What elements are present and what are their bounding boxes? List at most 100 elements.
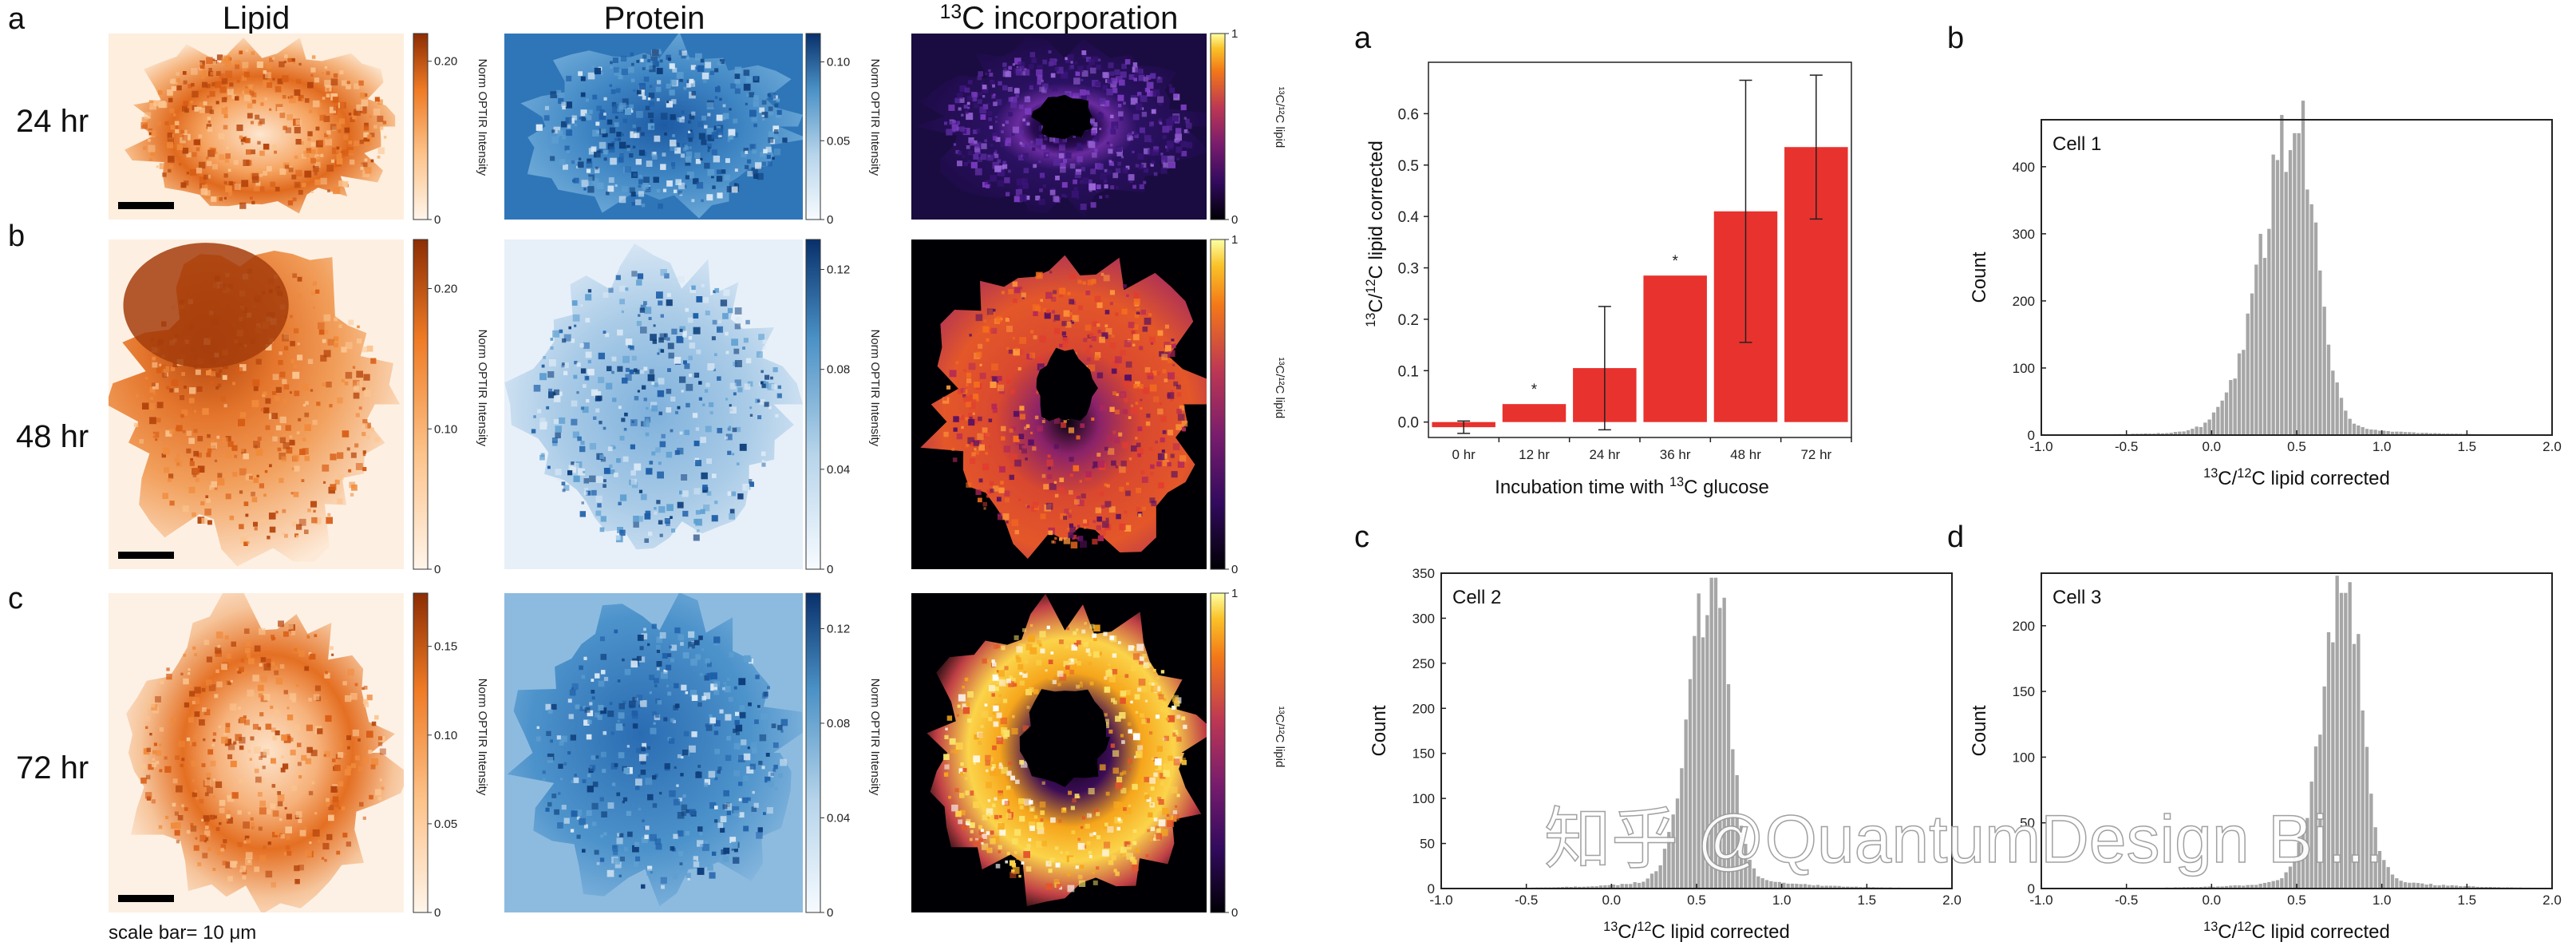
- image-pixel: [638, 191, 645, 197]
- image-pixel: [658, 636, 662, 640]
- histogram-bar: [2284, 172, 2288, 435]
- image-pixel: [750, 144, 755, 149]
- image-pixel: [571, 418, 578, 426]
- image-pixel: [1105, 327, 1112, 335]
- image-pixel: [673, 833, 678, 839]
- image-pixel: [1109, 635, 1115, 640]
- image-pixel: [274, 666, 278, 670]
- image-pixel: [186, 829, 191, 834]
- image-pixel: [337, 397, 343, 404]
- image-pixel: [553, 389, 559, 395]
- image-pixel: [576, 362, 581, 367]
- image-pixel: [1183, 129, 1188, 133]
- image-pixel: [637, 390, 640, 393]
- image-pixel: [765, 374, 770, 380]
- image-pixel: [685, 56, 689, 60]
- image-pixel: [332, 97, 339, 103]
- image-pixel: [288, 167, 294, 172]
- image-pixel: [1147, 90, 1153, 97]
- image-pixel: [256, 61, 263, 69]
- image-pixel: [609, 702, 613, 706]
- image-pixel: [767, 382, 775, 390]
- image-pixel: [272, 736, 277, 741]
- image-pixel: [1001, 732, 1005, 736]
- image-pixel: [726, 810, 731, 816]
- image-pixel: [592, 94, 598, 100]
- text-span: Incubation time with: [1495, 477, 1669, 498]
- image-pixel: [159, 743, 162, 747]
- image-pixel: [322, 659, 326, 663]
- image-pixel: [201, 763, 206, 767]
- histogram-bar: [2191, 429, 2195, 435]
- image-pixel: [1053, 137, 1060, 144]
- image-pixel: [1135, 710, 1139, 714]
- image-pixel: [968, 413, 973, 418]
- image-pixel: [1119, 465, 1126, 473]
- image-pixel: [301, 479, 305, 482]
- image-pixel: [244, 628, 250, 634]
- image-pixel: [204, 830, 211, 837]
- image-pixel: [622, 118, 628, 124]
- image-pixel: [271, 413, 278, 419]
- image-pixel: [283, 346, 289, 350]
- image-pixel: [978, 830, 984, 836]
- image-pixel: [275, 829, 280, 835]
- image-pixel: [279, 453, 286, 460]
- image-pixel: [1176, 157, 1179, 160]
- x-tick-label: -0.5: [2115, 439, 2138, 454]
- image-pixel: [689, 287, 696, 293]
- x-tick-label: -1.0: [1429, 893, 1452, 908]
- image-pixel: [1082, 177, 1089, 184]
- image-pixel: [1025, 643, 1033, 651]
- image-pixel: [135, 394, 139, 398]
- histogram-bar: [2377, 430, 2382, 435]
- image-pixel: [217, 478, 225, 486]
- image-pixel: [361, 162, 364, 165]
- image-pixel: [990, 329, 993, 332]
- image-pixel: [1045, 309, 1050, 314]
- image-pixel: [966, 145, 970, 149]
- image-pixel: [270, 705, 274, 709]
- image-pixel: [358, 738, 361, 742]
- image-pixel: [1032, 446, 1037, 451]
- image-pixel: [1005, 317, 1009, 323]
- image-pixel: [558, 763, 563, 769]
- histogram-bar: [2403, 882, 2408, 889]
- image-pixel: [224, 158, 230, 163]
- image-pixel: [677, 812, 685, 819]
- image-pixel: [1130, 97, 1138, 105]
- image-pixel: [591, 489, 597, 496]
- x-tick-label: 1.5: [1858, 893, 1877, 908]
- image-pixel: [1104, 676, 1108, 680]
- image-pixel: [1007, 788, 1014, 795]
- image-pixel: [616, 132, 622, 137]
- image-pixel: [1036, 69, 1043, 77]
- image-pixel: [658, 506, 666, 513]
- image-pixel: [265, 344, 272, 350]
- image-pixel: [651, 623, 657, 629]
- image-pixel: [733, 348, 740, 354]
- image-pixel: [1034, 415, 1039, 420]
- image-pixel: [971, 452, 976, 457]
- image-pixel: [735, 711, 740, 716]
- image-pixel: [200, 74, 205, 79]
- image-pixel: [238, 89, 242, 93]
- image-pixel: [1011, 519, 1018, 526]
- histogram-bar: [2288, 866, 2293, 889]
- image-pixel: [575, 809, 582, 817]
- histogram-bar: [2280, 114, 2284, 435]
- image-pixel: [1081, 50, 1087, 55]
- image-pixel: [691, 111, 696, 116]
- image-pixel: [377, 736, 383, 741]
- image-pixel: [310, 291, 316, 296]
- image-pixel: [184, 386, 187, 389]
- histogram-bar: [2229, 885, 2233, 889]
- image-pixel: [149, 386, 156, 393]
- image-pixel: [1054, 846, 1059, 850]
- image-pixel: [289, 737, 294, 742]
- image-pixel: [294, 465, 300, 472]
- image-pixel: [586, 168, 591, 173]
- image-pixel: [772, 367, 778, 373]
- image-pixel: [1105, 195, 1109, 199]
- scale-bar-caption: scale bar= 10 μm: [109, 922, 256, 944]
